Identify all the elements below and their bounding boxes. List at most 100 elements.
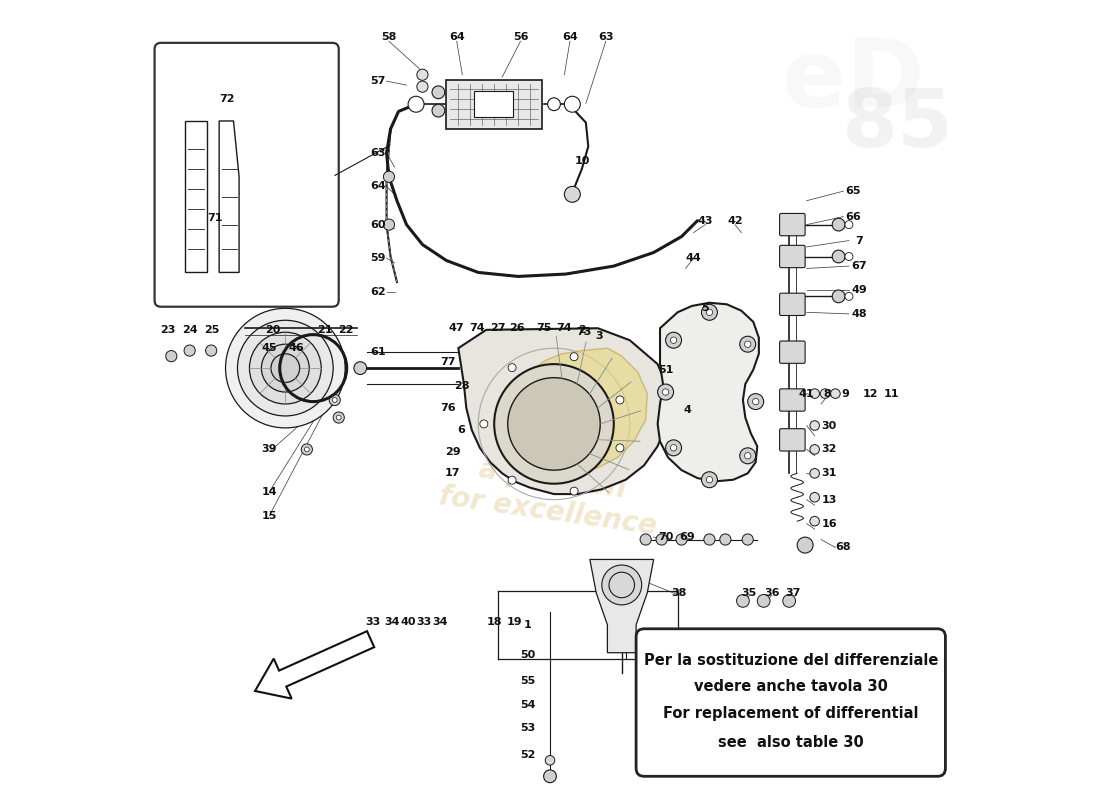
Text: 76: 76: [440, 403, 455, 413]
Circle shape: [752, 398, 759, 405]
Circle shape: [833, 290, 845, 302]
Text: 85: 85: [840, 86, 953, 164]
Bar: [645, 629, 800, 752]
Circle shape: [748, 394, 763, 410]
Text: 72: 72: [219, 94, 235, 104]
Text: 35: 35: [741, 588, 757, 598]
Text: 55: 55: [520, 676, 536, 686]
Text: 18: 18: [486, 617, 502, 626]
Text: 21: 21: [318, 325, 333, 335]
Text: 40: 40: [400, 617, 416, 626]
Bar: [474, 91, 513, 117]
FancyBboxPatch shape: [636, 629, 945, 776]
Text: vedere anche tavola 30: vedere anche tavola 30: [694, 679, 888, 694]
Text: 68: 68: [836, 542, 851, 553]
Text: 77: 77: [440, 357, 455, 366]
Circle shape: [810, 516, 820, 526]
Circle shape: [745, 341, 751, 347]
Circle shape: [773, 642, 786, 655]
Text: 49: 49: [851, 285, 867, 295]
Text: 14: 14: [262, 486, 277, 497]
Circle shape: [226, 308, 345, 428]
Circle shape: [739, 336, 756, 352]
Text: 29: 29: [444, 447, 461, 457]
Text: 9: 9: [842, 389, 849, 398]
Text: 51: 51: [658, 365, 673, 374]
Circle shape: [658, 384, 673, 400]
Text: 64: 64: [562, 32, 578, 42]
Text: For replacement of differential: For replacement of differential: [663, 706, 918, 721]
Circle shape: [670, 337, 676, 343]
Circle shape: [354, 362, 366, 374]
Circle shape: [337, 415, 341, 420]
Text: 58: 58: [382, 32, 397, 42]
Text: 23: 23: [160, 325, 175, 335]
FancyBboxPatch shape: [780, 214, 805, 236]
Text: 63: 63: [598, 32, 614, 42]
Text: 8: 8: [824, 389, 832, 398]
Text: 26: 26: [508, 323, 525, 334]
Circle shape: [833, 218, 845, 231]
Circle shape: [271, 354, 299, 382]
Text: 70: 70: [658, 532, 673, 542]
Text: 16: 16: [822, 518, 837, 529]
Circle shape: [658, 718, 670, 731]
Circle shape: [845, 253, 853, 261]
Circle shape: [432, 104, 444, 117]
Text: 34: 34: [384, 617, 400, 626]
Polygon shape: [590, 559, 653, 653]
Circle shape: [570, 487, 579, 495]
Text: 36: 36: [763, 588, 780, 598]
Text: 73: 73: [575, 327, 591, 338]
Circle shape: [702, 304, 717, 320]
Text: 56: 56: [513, 32, 528, 42]
Circle shape: [810, 389, 820, 398]
Text: 22: 22: [338, 325, 354, 335]
Polygon shape: [459, 328, 670, 494]
Text: eD: eD: [782, 35, 924, 127]
Text: 50: 50: [520, 650, 536, 660]
Text: 32: 32: [822, 445, 837, 454]
Circle shape: [810, 469, 820, 478]
Text: 37: 37: [785, 588, 801, 598]
Text: 34: 34: [432, 617, 448, 626]
Text: 74: 74: [557, 323, 572, 334]
Circle shape: [666, 440, 682, 456]
Circle shape: [305, 447, 309, 452]
Text: 64: 64: [449, 32, 464, 42]
Text: 31: 31: [822, 468, 837, 478]
Text: 46: 46: [288, 343, 305, 353]
Polygon shape: [219, 121, 239, 273]
Circle shape: [810, 493, 820, 502]
Bar: [185, 121, 207, 273]
Circle shape: [238, 320, 333, 416]
Circle shape: [845, 292, 853, 300]
Polygon shape: [512, 348, 647, 474]
Text: 19: 19: [506, 617, 521, 626]
Text: 66: 66: [845, 212, 861, 222]
Text: 74: 74: [469, 323, 484, 334]
Circle shape: [602, 565, 641, 605]
FancyBboxPatch shape: [780, 389, 805, 411]
Text: 7: 7: [856, 235, 864, 246]
Circle shape: [384, 219, 395, 230]
Circle shape: [719, 534, 732, 545]
FancyBboxPatch shape: [155, 43, 339, 306]
Circle shape: [508, 364, 516, 372]
Circle shape: [676, 534, 688, 545]
Text: 64: 64: [370, 182, 386, 191]
Circle shape: [206, 345, 217, 356]
Text: 57: 57: [370, 76, 385, 86]
Circle shape: [329, 394, 340, 406]
Circle shape: [658, 642, 670, 655]
Circle shape: [564, 186, 581, 202]
Bar: [447, 79, 542, 129]
Circle shape: [332, 398, 337, 402]
Text: 39: 39: [262, 445, 277, 454]
Circle shape: [810, 421, 820, 430]
Circle shape: [821, 389, 829, 398]
Text: 63: 63: [370, 148, 385, 158]
Circle shape: [432, 86, 444, 98]
Circle shape: [704, 534, 715, 545]
Text: 6: 6: [456, 426, 464, 435]
